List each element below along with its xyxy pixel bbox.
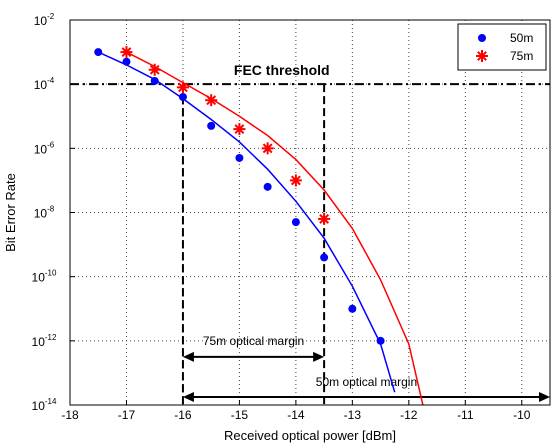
margin-75m-label: 75m optical margin [203, 334, 304, 348]
x-tick-label: -12 [400, 408, 418, 422]
series-75m-point [289, 174, 302, 187]
legend-box [457, 23, 547, 71]
series-75m-point [318, 212, 331, 225]
series-50m-point [376, 336, 385, 345]
series-50m-point [122, 57, 131, 66]
x-axis-label: Received optical power [dBm] [224, 428, 396, 443]
x-tick-label: -11 [457, 408, 474, 422]
y-tick-label: 10-8 [34, 205, 55, 221]
x-tick-label: -18 [61, 408, 79, 422]
margin-75m-arrow-head-right [313, 351, 325, 362]
series-50m-point [207, 121, 216, 130]
plot-frame [69, 19, 551, 406]
series-75m-point [176, 81, 189, 94]
tick-labels: -18 -17 -16 -15 -14 -13 -12 -11 -10 10-2 10-4 10-6 1… [32, 12, 531, 422]
y-tick-label: 10-2 [34, 12, 55, 28]
y-tick-label: 10-12 [32, 333, 57, 349]
series-75m-fit-line [126, 51, 424, 406]
series-50m-fit-line [97, 51, 396, 393]
x-tick-label: -14 [287, 408, 305, 422]
series-75m-point [205, 94, 218, 107]
series-75m-point [233, 123, 246, 136]
margin-75m-arrow-head-left [182, 351, 194, 362]
legend-label-75m: 75m [510, 49, 533, 63]
series-50m-point [178, 93, 187, 101]
fec-threshold-label: FEC threshold [234, 62, 330, 78]
series-50m-point [94, 48, 103, 57]
margin-50m-arrow-head-right [539, 391, 550, 402]
margin-50m-arrow-head-left [182, 391, 194, 402]
series-50m-point [291, 218, 300, 227]
x-tick-label: -15 [231, 408, 249, 422]
x-tick-label: -10 [513, 408, 531, 422]
series-75m-point [148, 63, 161, 76]
legend-marker-75m [476, 50, 488, 62]
series-50m-point [348, 304, 357, 313]
annotations: FEC threshold 75m optical margin 50m optic… [70, 62, 550, 405]
x-tick-label: -17 [118, 408, 136, 422]
series-50m-point [235, 153, 244, 162]
y-axis-label: Bit Error Rate [3, 173, 18, 252]
legend-marker-50m [478, 34, 486, 42]
series-50m-point [320, 253, 329, 262]
y-tick-label: 10-14 [32, 397, 57, 413]
margin-50m-label: 50m optical margin [316, 375, 417, 389]
y-tick-label: 10-6 [34, 140, 55, 156]
series-group [94, 46, 424, 406]
series-75m-point [120, 46, 133, 59]
x-tick-label: -13 [344, 408, 362, 422]
series-75m-point [261, 142, 274, 155]
series-50m-point [150, 76, 159, 85]
series-50m-point [263, 182, 272, 191]
y-tick-label: 10-4 [34, 76, 55, 92]
legend-label-50m: 50m [510, 31, 533, 45]
x-tick-label: -16 [174, 408, 192, 422]
y-tick-label: 10-10 [32, 269, 57, 285]
